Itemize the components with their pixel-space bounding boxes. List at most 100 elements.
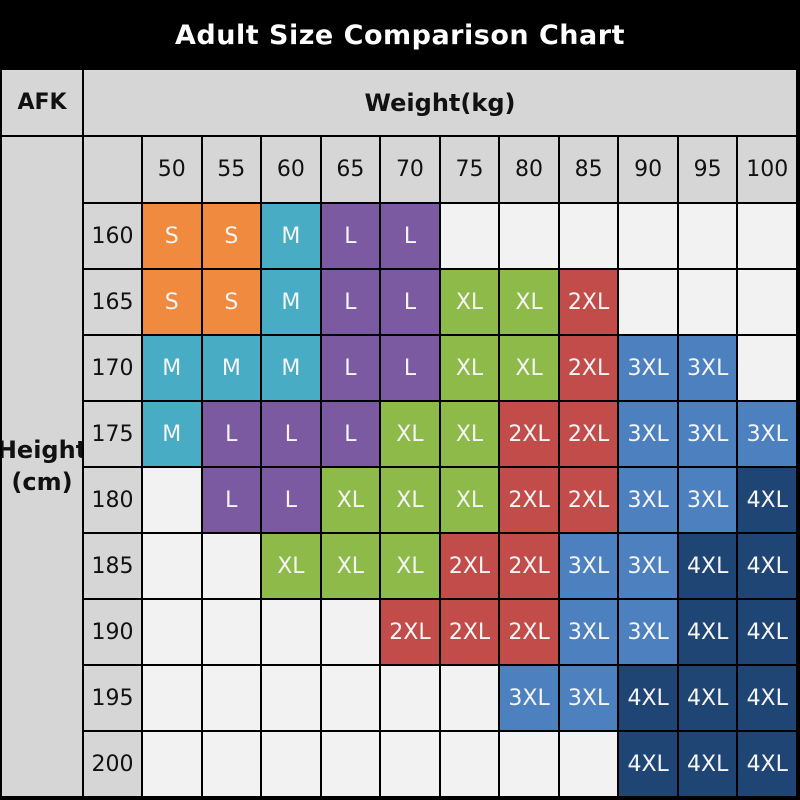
title-bar: Adult Size Comparison Chart: [0, 0, 800, 70]
height-axis-header-line2: (cm): [11, 467, 73, 496]
size-cell-3xl: 3XL: [619, 336, 677, 400]
size-cell-l: L: [262, 468, 320, 532]
empty-cell: [202, 534, 261, 598]
size-cell-m: M: [202, 336, 261, 400]
empty-cell: [678, 270, 737, 334]
size-cell-xl: XL: [321, 468, 380, 532]
empty-cell: [202, 600, 261, 664]
empty-cell: [381, 666, 439, 730]
size-cell-3xl: 3XL: [559, 534, 618, 598]
size-cell-m: M: [262, 204, 320, 268]
height-row-header-185: 185: [84, 534, 141, 598]
page-title: Adult Size Comparison Chart: [175, 19, 625, 51]
size-cell-2xl: 2XL: [500, 600, 558, 664]
size-cell-2xl: 2XL: [500, 402, 558, 466]
size-cell-xl: XL: [440, 270, 499, 334]
empty-cell: [738, 336, 796, 400]
size-cell-m: M: [262, 336, 320, 400]
size-cell-4xl: 4XL: [678, 600, 737, 664]
size-cell-xl: XL: [440, 402, 499, 466]
size-cell-2xl: 2XL: [500, 534, 558, 598]
weight-column-header-65: 65: [321, 137, 380, 202]
size-cell-4xl: 4XL: [738, 600, 796, 664]
empty-cell: [559, 204, 618, 268]
size-cell-2xl: 2XL: [440, 600, 499, 664]
size-cell-l: L: [202, 468, 261, 532]
size-cell-4xl: 4XL: [619, 666, 677, 730]
size-cell-3xl: 3XL: [500, 666, 558, 730]
empty-cell: [619, 204, 677, 268]
size-cell-l: L: [321, 402, 380, 466]
weight-column-header-60: 60: [262, 137, 320, 202]
empty-cell: [500, 732, 558, 796]
size-cell-3xl: 3XL: [619, 468, 677, 532]
size-table: AFK Weight(kg) Height (cm) 50 55 60 65 70 75 8…: [2, 70, 796, 796]
empty-cell: [440, 204, 499, 268]
size-cell-xl: XL: [321, 534, 380, 598]
weight-column-header-90: 90: [619, 137, 677, 202]
size-cell-4xl: 4XL: [678, 732, 737, 796]
size-cell-xl: XL: [381, 534, 439, 598]
empty-cell: [143, 534, 201, 598]
height-row-header-200: 200: [84, 732, 141, 796]
empty-cell: [559, 732, 618, 796]
size-cell-2xl: 2XL: [440, 534, 499, 598]
size-cell-3xl: 3XL: [738, 402, 796, 466]
size-cell-l: L: [381, 336, 439, 400]
size-cell-4xl: 4XL: [738, 732, 796, 796]
height-row-header-160: 160: [84, 204, 141, 268]
size-cell-4xl: 4XL: [619, 732, 677, 796]
empty-cell: [738, 270, 796, 334]
empty-cell: [202, 666, 261, 730]
corner-spacer-cell: [84, 137, 141, 202]
weight-column-header-55: 55: [202, 137, 261, 202]
weight-column-header-95: 95: [678, 137, 737, 202]
size-cell-s: S: [202, 204, 261, 268]
empty-cell: [143, 732, 201, 796]
height-row-header-175: 175: [84, 402, 141, 466]
weight-column-header-75: 75: [440, 137, 499, 202]
size-cell-l: L: [321, 270, 380, 334]
empty-cell: [440, 732, 499, 796]
size-cell-xl: XL: [381, 468, 439, 532]
size-cell-2xl: 2XL: [559, 270, 618, 334]
height-row-header-180: 180: [84, 468, 141, 532]
size-cell-xl: XL: [500, 270, 558, 334]
weight-column-header-50: 50: [143, 137, 201, 202]
size-cell-2xl: 2XL: [559, 468, 618, 532]
empty-cell: [321, 600, 380, 664]
weight-column-header-80: 80: [500, 137, 558, 202]
size-cell-3xl: 3XL: [619, 402, 677, 466]
corner-label-afk: AFK: [2, 70, 82, 135]
empty-cell: [678, 204, 737, 268]
size-cell-l: L: [321, 336, 380, 400]
weight-column-header-85: 85: [559, 137, 618, 202]
size-cell-3xl: 3XL: [619, 600, 677, 664]
empty-cell: [143, 666, 201, 730]
size-cell-s: S: [143, 204, 201, 268]
weight-column-header-70: 70: [381, 137, 439, 202]
empty-cell: [619, 270, 677, 334]
empty-cell: [262, 666, 320, 730]
size-cell-l: L: [321, 204, 380, 268]
size-cell-s: S: [202, 270, 261, 334]
size-cell-xl: XL: [262, 534, 320, 598]
size-cell-3xl: 3XL: [678, 402, 737, 466]
size-cell-2xl: 2XL: [500, 468, 558, 532]
size-cell-xl: XL: [440, 468, 499, 532]
size-cell-l: L: [381, 204, 439, 268]
size-cell-3xl: 3XL: [678, 336, 737, 400]
size-cell-4xl: 4XL: [738, 666, 796, 730]
size-cell-m: M: [143, 336, 201, 400]
empty-cell: [381, 732, 439, 796]
empty-cell: [738, 204, 796, 268]
empty-cell: [440, 666, 499, 730]
empty-cell: [143, 468, 201, 532]
empty-cell: [202, 732, 261, 796]
height-row-header-170: 170: [84, 336, 141, 400]
empty-cell: [500, 204, 558, 268]
height-axis-header-line1: Height: [2, 436, 82, 465]
empty-cell: [262, 732, 320, 796]
size-cell-4xl: 4XL: [738, 468, 796, 532]
